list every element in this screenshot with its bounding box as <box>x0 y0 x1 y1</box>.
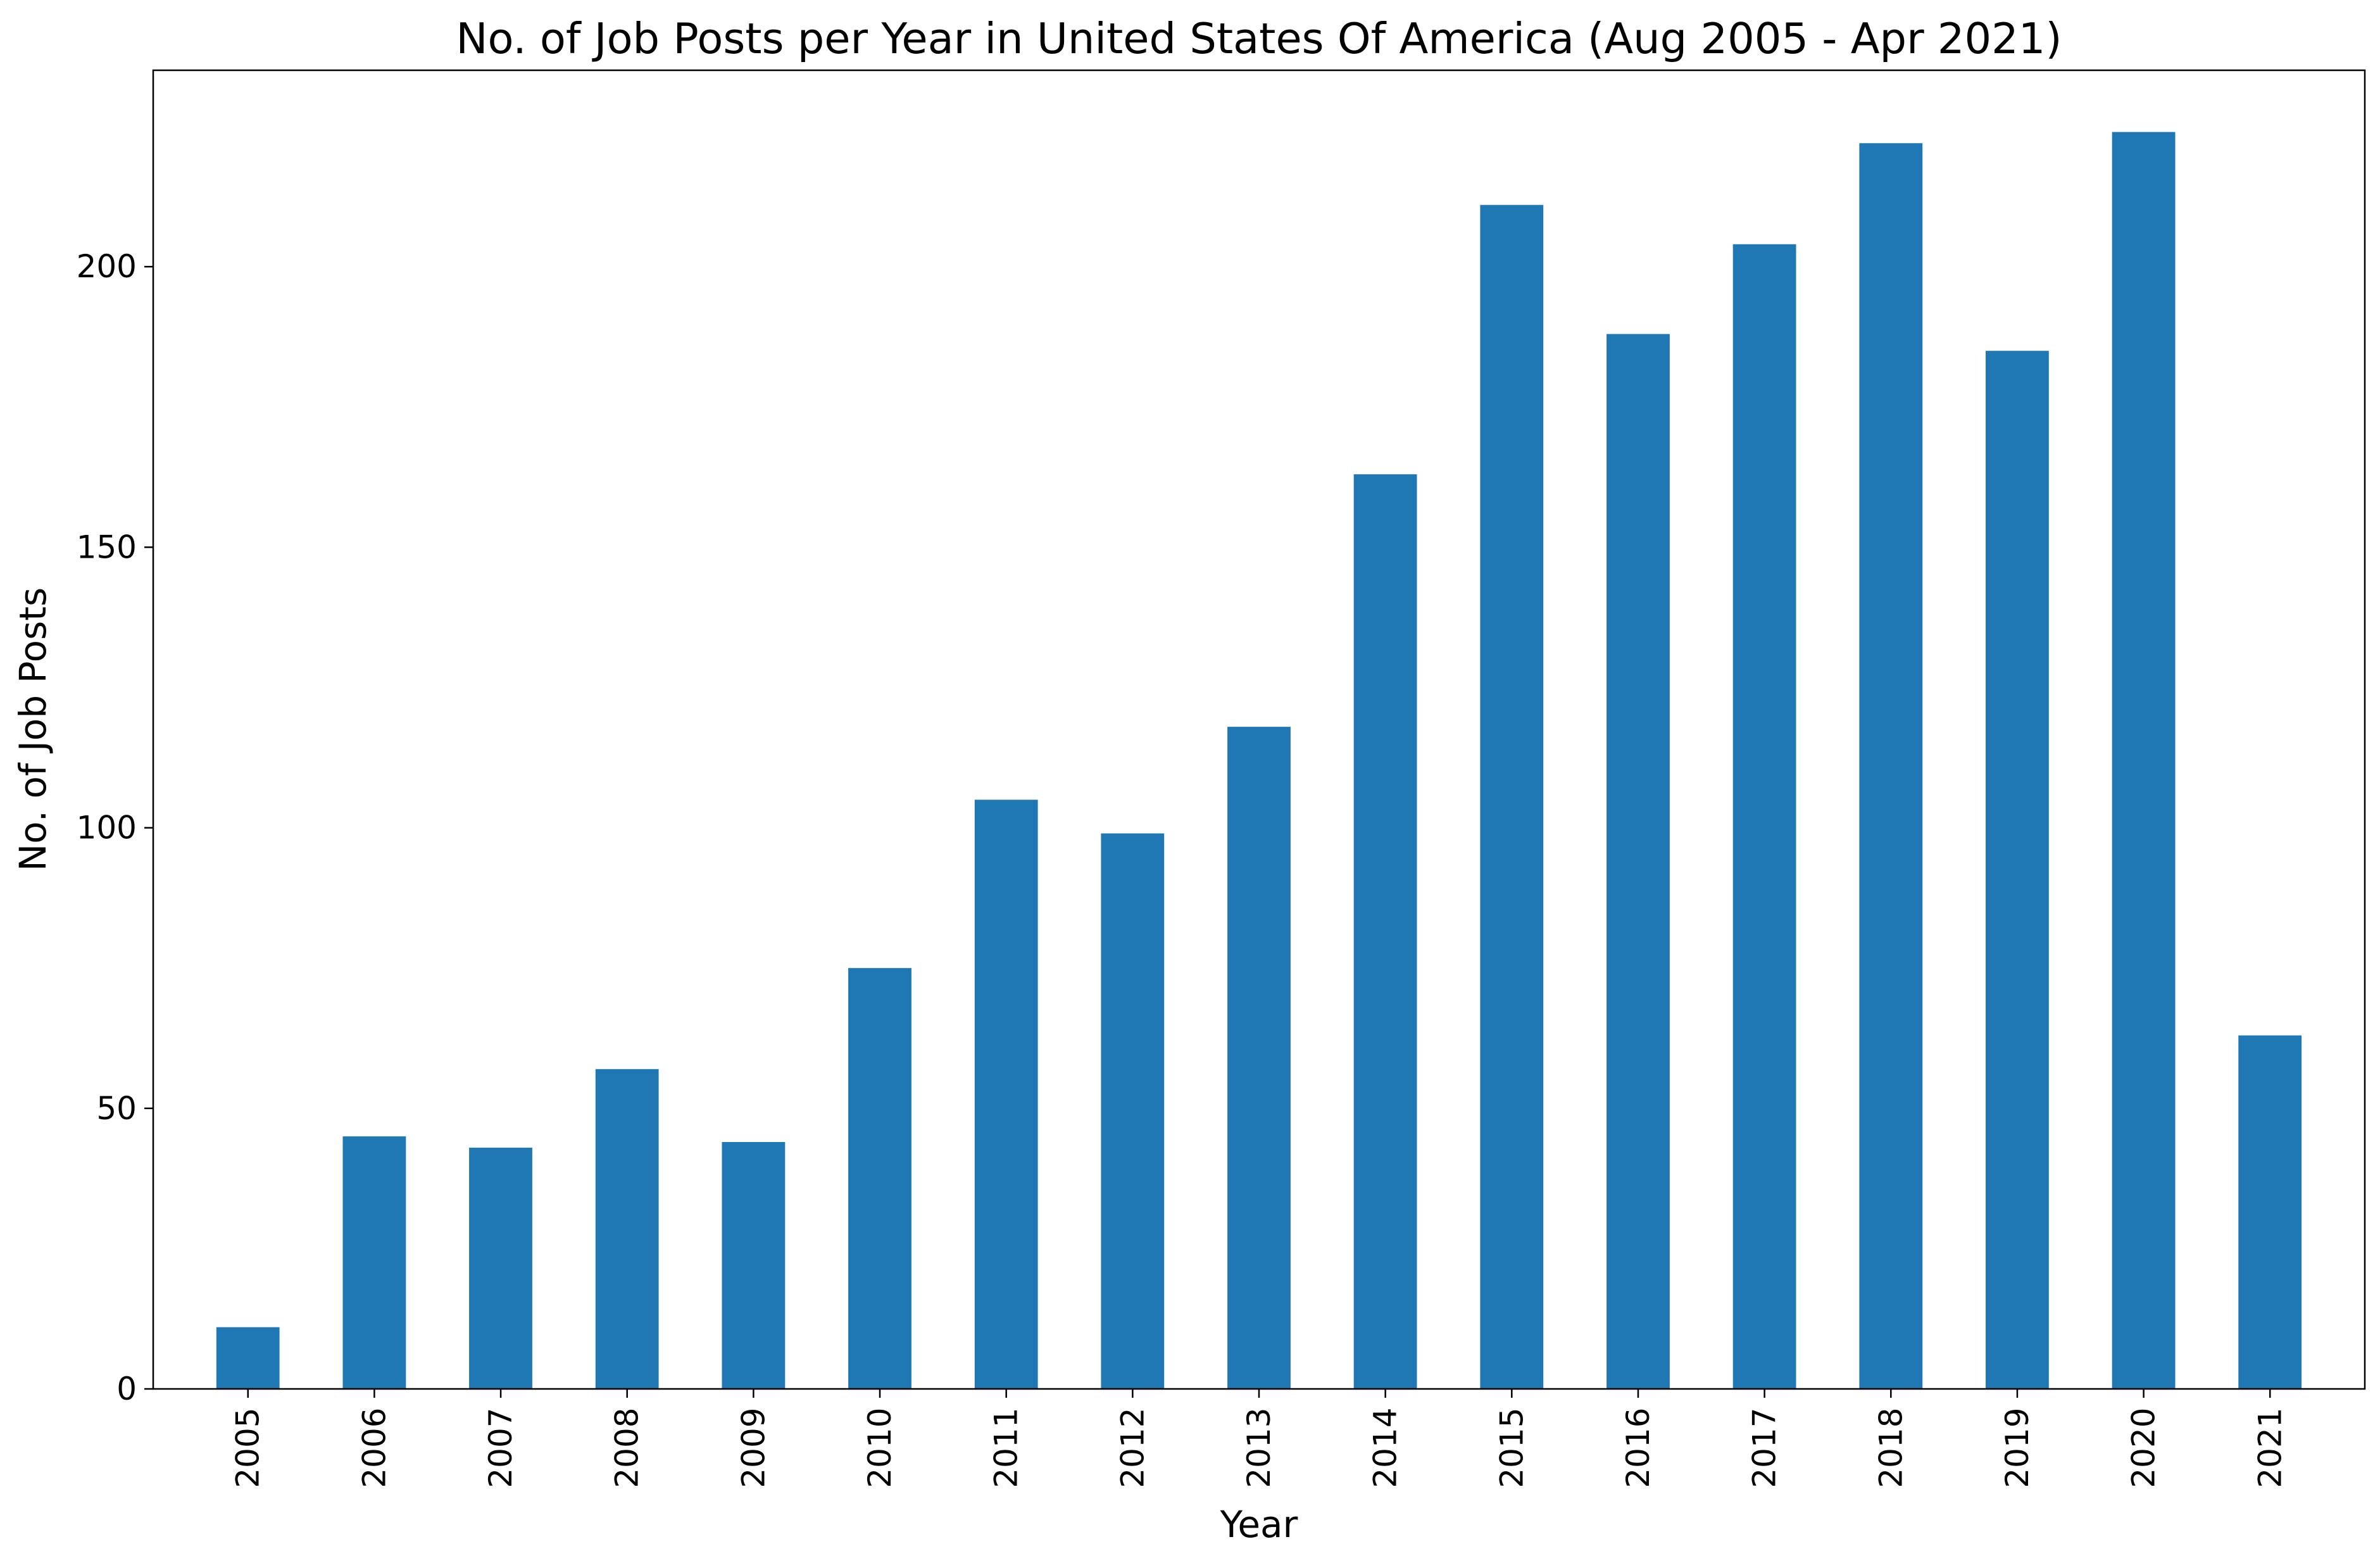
bar-2006 <box>342 1136 406 1389</box>
x-tick-label-2013: 2013 <box>1241 1407 1277 1488</box>
y-tick-label-100: 100 <box>77 810 137 846</box>
x-tick-label-2007: 2007 <box>482 1407 519 1488</box>
bar-2019 <box>1986 351 2049 1390</box>
bar-2009 <box>722 1142 786 1389</box>
y-tick-label-200: 200 <box>77 248 137 285</box>
y-axis-label: No. of Job Posts <box>11 587 54 871</box>
bar-2018 <box>1859 143 1923 1390</box>
x-tick-label-2016: 2016 <box>1620 1407 1657 1488</box>
x-tick-label-2014: 2014 <box>1367 1407 1404 1488</box>
bar-2014 <box>1353 474 1417 1390</box>
x-tick-label-2018: 2018 <box>1872 1407 1909 1488</box>
bar-2021 <box>2238 1035 2302 1389</box>
x-axis-label: Year <box>1220 1503 1298 1546</box>
x-tick-label-2005: 2005 <box>230 1407 266 1488</box>
bar-2011 <box>974 800 1038 1389</box>
x-tick-label-2010: 2010 <box>861 1407 898 1488</box>
x-tick-label-2009: 2009 <box>735 1407 772 1488</box>
x-axis-ticks: 2005 2006 2007 2008 2009 2010 2011 2012 2013 2014… <box>230 1389 2288 1488</box>
plot-frame <box>152 69 2366 1390</box>
bar-2007 <box>469 1147 532 1389</box>
bar-2010 <box>848 968 911 1389</box>
x-tick-label-2015: 2015 <box>1493 1407 1530 1488</box>
x-tick-label-2019: 2019 <box>1999 1407 2036 1488</box>
bar-2015 <box>1480 204 1544 1390</box>
bar-2008 <box>595 1069 659 1389</box>
y-tick-label-150: 150 <box>77 529 137 565</box>
x-tick-label-2006: 2006 <box>356 1407 392 1488</box>
bar-2005 <box>216 1327 280 1389</box>
x-tick-label-2011: 2011 <box>988 1407 1025 1488</box>
bar-2017 <box>1732 244 1796 1389</box>
y-tick-label-50: 50 <box>96 1090 137 1127</box>
bar-2016 <box>1606 334 1670 1389</box>
x-tick-label-2008: 2008 <box>609 1407 646 1488</box>
x-tick-label-2012: 2012 <box>1114 1407 1151 1488</box>
bar-2013 <box>1227 727 1291 1389</box>
y-tick-label-0: 0 <box>116 1371 137 1407</box>
bar-2020 <box>2112 132 2176 1389</box>
x-tick-label-2021: 2021 <box>2252 1407 2288 1488</box>
bar-2012 <box>1101 833 1165 1389</box>
bars-group <box>216 132 2302 1390</box>
chart-title: No. of Job Posts per Year in United Stat… <box>456 14 2062 63</box>
x-tick-label-2020: 2020 <box>2126 1407 2162 1488</box>
x-tick-label-2017: 2017 <box>1746 1407 1783 1488</box>
y-axis-ticks: 0 50 100 150 200 <box>77 248 153 1407</box>
